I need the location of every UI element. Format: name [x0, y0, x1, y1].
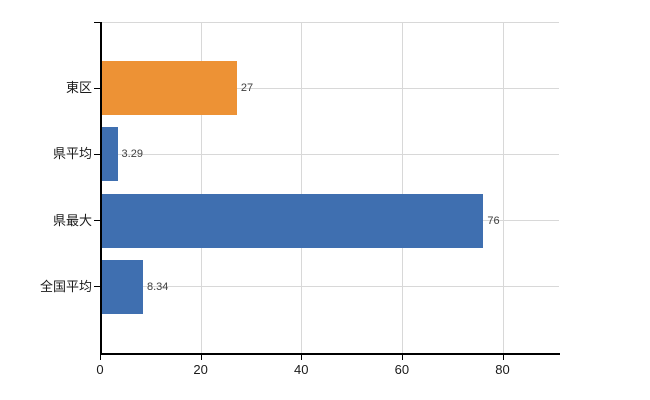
bar-value-label: 27	[240, 82, 254, 95]
bar	[101, 193, 484, 248]
bar	[101, 61, 237, 116]
category-label: 全国平均	[39, 278, 92, 294]
y-axis-tick	[94, 21, 100, 23]
x-gridline	[502, 22, 504, 353]
category-label: 東区	[65, 80, 92, 96]
bar	[101, 259, 143, 314]
y-axis-tick	[94, 286, 100, 288]
x-gridline	[401, 22, 403, 353]
x-axis-tick	[200, 354, 202, 360]
x-axis-tick	[301, 354, 303, 360]
y-axis-tick	[94, 153, 100, 155]
x-gridline	[301, 22, 303, 353]
bar-value-label: 3.29	[121, 148, 143, 161]
x-tick-label: 20	[193, 362, 208, 377]
x-tick-label: 60	[394, 362, 410, 377]
plot-top-border	[100, 22, 559, 23]
x-gridline	[200, 22, 202, 353]
y-axis-tick	[94, 87, 100, 89]
category-label: 県平均	[52, 146, 92, 162]
y-gridline	[100, 286, 559, 288]
bar-value-label: 8.34	[146, 280, 169, 293]
y-axis-tick	[94, 220, 100, 222]
y-axis-line	[100, 22, 102, 355]
y-gridline	[100, 153, 559, 155]
y-gridline	[100, 87, 559, 89]
x-tick-label: 80	[495, 362, 510, 377]
x-axis-tick	[401, 354, 403, 360]
x-axis-tick	[100, 354, 101, 360]
x-tick-label: 0	[96, 362, 104, 377]
bar	[101, 127, 118, 182]
bar-value-label: 76	[487, 214, 500, 227]
category-label: 県最大	[52, 212, 92, 228]
x-axis-tick	[502, 354, 504, 360]
x-axis-line	[100, 353, 560, 355]
x-tick-label: 40	[294, 362, 309, 377]
